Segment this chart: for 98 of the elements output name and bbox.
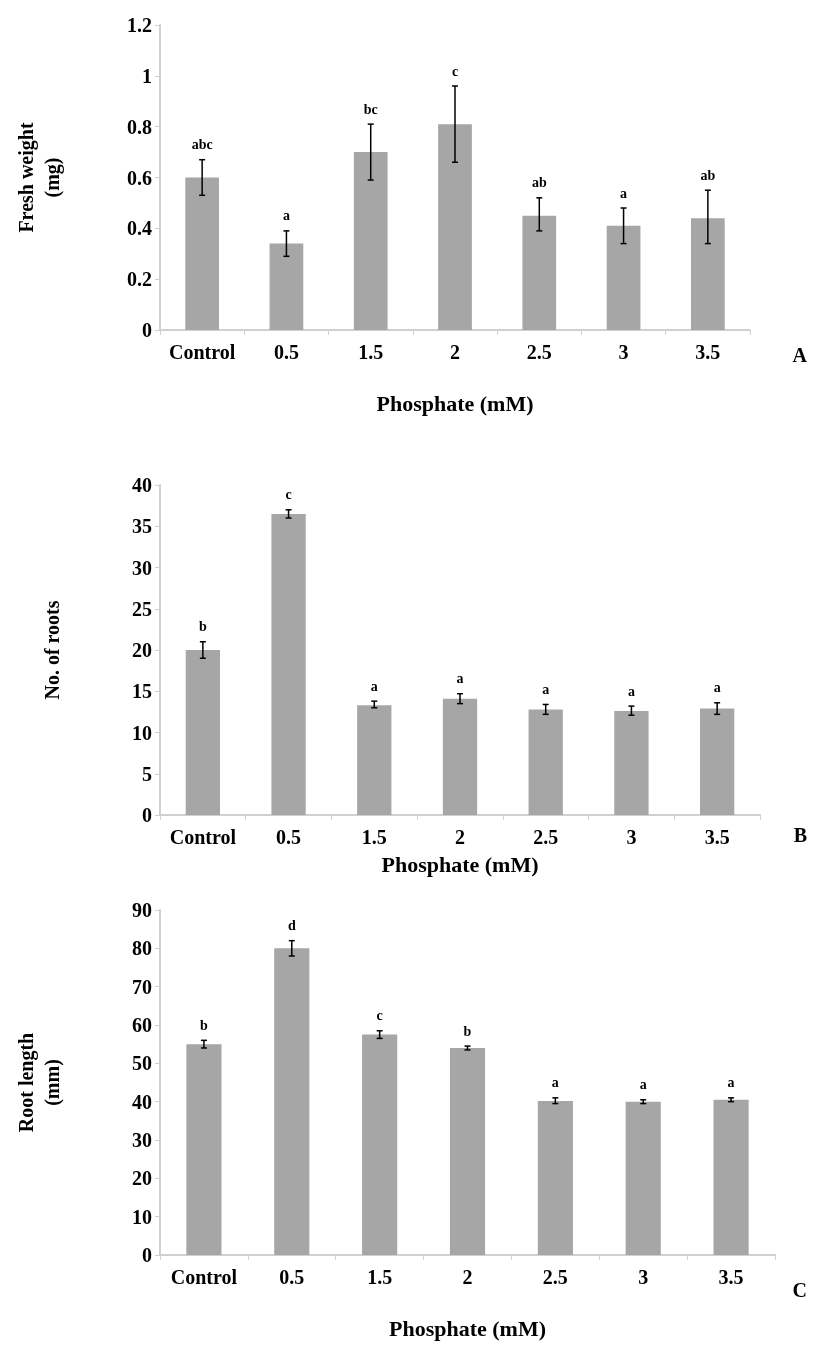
annotation: ab	[531, 175, 547, 191]
annotation: a	[551, 1075, 559, 1091]
x-axis-title: Phosphate (mM)	[381, 851, 539, 877]
x-tick-label: 2.5	[542, 1266, 568, 1288]
x-axis-title: Phosphate (mM)	[388, 1315, 547, 1341]
y-tick-label: 70	[132, 975, 152, 998]
annotation: a	[456, 671, 464, 687]
x-tick-label: 2	[462, 1266, 473, 1288]
x-tick-label: 3	[618, 341, 629, 363]
y-tick-label: 30	[132, 556, 152, 579]
bar	[528, 709, 563, 815]
annotation: a	[639, 1077, 647, 1093]
x-tick-label: 3.5	[704, 826, 730, 848]
y-tick-label: 10	[132, 1205, 152, 1228]
annotation: ab	[700, 167, 716, 183]
bar	[274, 948, 310, 1255]
bar	[269, 243, 304, 330]
annotation: abc	[191, 137, 213, 153]
y-tick-label: 0.2	[127, 268, 152, 291]
bar	[537, 1100, 573, 1255]
x-tick-label: 1.5	[367, 1266, 393, 1288]
bar	[438, 124, 472, 330]
x-tick-label: 2.5	[526, 341, 552, 363]
annotation: b	[463, 1023, 472, 1039]
x-tick-label: 2.5	[533, 826, 559, 848]
y-tick-label: 25	[132, 597, 152, 620]
y-axis-title: Root length (mm)	[15, 1032, 64, 1133]
bar	[522, 215, 557, 330]
bar	[185, 650, 220, 815]
bar	[449, 1048, 486, 1255]
x-tick-label: 0.5	[276, 826, 302, 848]
y-tick-label: 40	[132, 474, 152, 496]
bar	[614, 711, 649, 815]
x-tick-label: 3.5	[718, 1266, 744, 1288]
annotation: bc	[363, 101, 378, 117]
bar	[606, 225, 641, 330]
x-axis-title: Phosphate (mM)	[376, 390, 534, 416]
x-tick-label: 3	[626, 826, 637, 848]
annotation: b	[200, 1017, 209, 1033]
y-tick-label: 30	[132, 1129, 152, 1151]
y-axis-title: Fresh weight (mg)	[15, 122, 64, 233]
bar	[442, 698, 478, 815]
y-tick-label: 50	[132, 1052, 152, 1075]
bar	[353, 152, 388, 330]
y-tick-label: 5	[142, 762, 152, 785]
x-tick-label: Control	[169, 826, 237, 848]
x-tick-label: Control	[168, 341, 236, 363]
y-tick-label: 80	[132, 937, 152, 960]
annotation: a	[627, 683, 635, 699]
y-tick-label: 15	[132, 680, 152, 703]
y-tick-label: 20	[132, 639, 152, 661]
x-tick-label: 2	[455, 826, 465, 848]
bar	[357, 705, 392, 815]
y-axis-title: No. of roots	[41, 600, 63, 700]
bar	[186, 1044, 222, 1255]
annotation: b	[198, 619, 207, 635]
x-tick-label: 1.5	[358, 341, 384, 363]
annotation: a	[542, 681, 550, 697]
y-tick-label: 0.8	[127, 115, 152, 138]
bar	[625, 1101, 661, 1255]
annotation: c	[451, 63, 459, 79]
y-tick-label: 0	[142, 1244, 152, 1266]
text: A	[792, 344, 808, 366]
x-tick-label: 3	[638, 1266, 649, 1288]
x-tick-label: Control	[170, 1266, 238, 1288]
annotation: c	[285, 487, 292, 503]
y-tick-label: 0.4	[127, 217, 152, 240]
y-tick-label: 10	[132, 721, 152, 744]
bar	[185, 177, 219, 330]
bar	[271, 513, 306, 815]
y-tick-label: 60	[132, 1014, 152, 1036]
annotation: a	[370, 678, 378, 694]
y-tick-label: 90	[132, 899, 152, 921]
annotation: a	[282, 208, 290, 224]
text: B	[793, 824, 807, 846]
annotation: a	[620, 185, 628, 201]
annotation: a	[727, 1075, 735, 1091]
x-tick-label: 2	[450, 341, 460, 363]
y-tick-label: 0.6	[127, 166, 152, 189]
x-tick-label: 1.5	[361, 826, 387, 848]
bar	[700, 708, 735, 815]
y-tick-label: 0	[142, 319, 152, 341]
annotation: a	[713, 680, 721, 696]
bar	[713, 1099, 749, 1255]
bar	[362, 1034, 398, 1255]
text: C	[792, 1279, 808, 1301]
y-tick-label: 0	[142, 804, 152, 826]
x-tick-label: 0.5	[273, 341, 299, 363]
y-tick-label: 1.2	[127, 14, 152, 36]
x-tick-label: 3.5	[695, 341, 721, 363]
y-tick-label: 20	[132, 1167, 152, 1190]
annotation: d	[287, 918, 296, 934]
annotation: c	[376, 1008, 383, 1024]
bar	[691, 218, 725, 330]
y-tick-label: 40	[132, 1090, 152, 1113]
y-tick-label: 35	[132, 515, 152, 538]
y-tick-label: 1	[142, 64, 152, 87]
x-tick-label: 0.5	[279, 1266, 305, 1288]
